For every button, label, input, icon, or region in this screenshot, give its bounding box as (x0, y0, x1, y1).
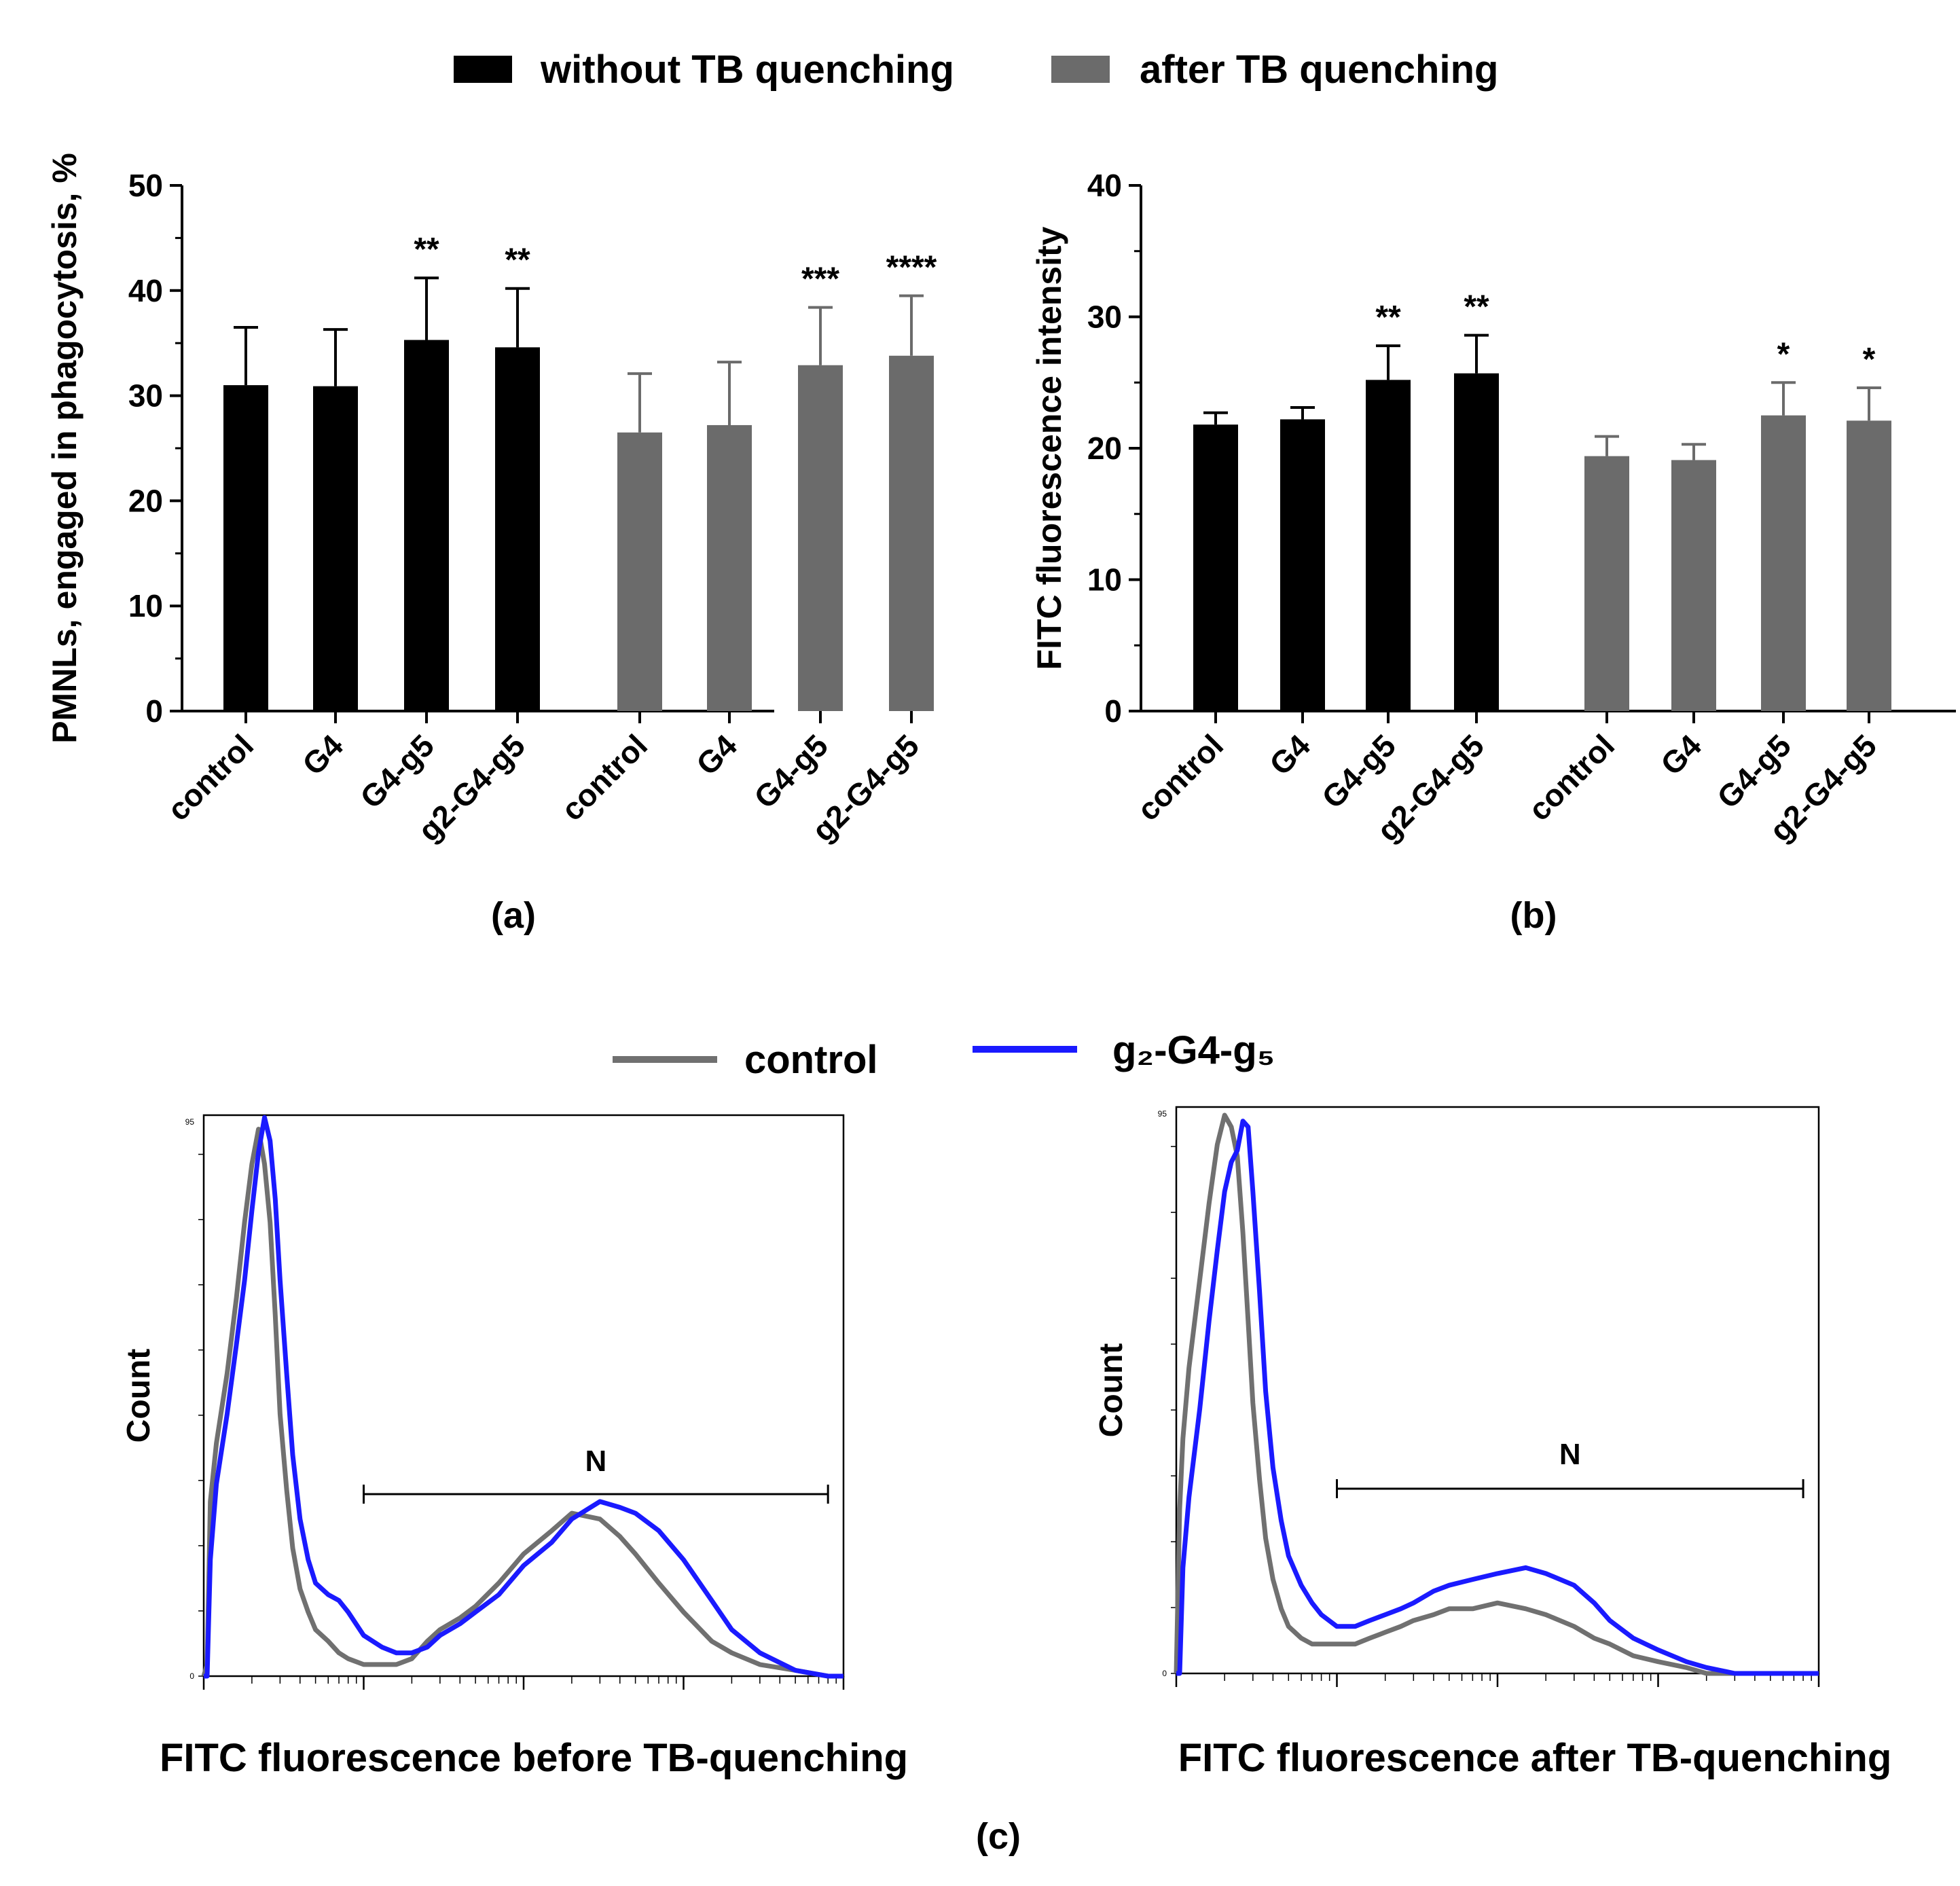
histogram-line (1176, 1119, 1819, 1676)
y-tick-label: 0 (145, 693, 163, 729)
bar-chart-b: 0 10 20 30 40 FITC fluorescence intensity cont… (1030, 168, 1956, 848)
x-tick-label: control (160, 727, 260, 827)
plot-frame (1175, 1106, 1820, 1675)
significance-marker: * (1777, 336, 1790, 372)
bar (1454, 373, 1499, 711)
x-axis-title: FITC fluorescence after TB-quenching (1178, 1736, 1892, 1780)
bar (1366, 380, 1411, 711)
legend-swatch-after-tb (1051, 56, 1110, 83)
legend-label-after-tb: after TB quenching (1140, 48, 1498, 92)
panel-label-c: (c) (976, 1816, 1021, 1857)
significance-marker: ** (414, 232, 439, 268)
y-tick-label: 10 (1087, 562, 1122, 598)
y-tick-label: 20 (1087, 431, 1122, 466)
x-tick-label: G4-g5 (747, 727, 835, 815)
y-axis-title: Count (121, 1349, 157, 1443)
panel-label-b: (b) (1510, 895, 1557, 936)
significance-marker: ** (1375, 300, 1401, 336)
x-tick-label: G4-g5 (353, 727, 441, 815)
y-tick-label: 0 (1162, 1669, 1167, 1678)
histogram-line (1174, 1112, 1819, 1676)
panel-label-a: (a) (491, 895, 536, 936)
x-tick-label: G4 (689, 727, 744, 782)
bar (798, 365, 843, 711)
bar (1671, 460, 1716, 711)
bar (223, 385, 268, 711)
histogram-before-tb: 95 0 N Count FITC fluorescence before TB-que… (121, 1114, 908, 1780)
x-tick-label: G4 (1654, 727, 1708, 782)
y-tick-label: 30 (128, 378, 163, 414)
x-tick-label: G4 (295, 727, 350, 782)
y-tick-label: 50 (128, 168, 163, 203)
bar (313, 386, 358, 711)
y-tick-label: 30 (1087, 300, 1122, 335)
histogram-line (201, 1127, 843, 1679)
significance-marker: ** (1464, 289, 1489, 325)
y-tick-label: 95 (185, 1117, 195, 1127)
bar (1847, 420, 1891, 711)
gate-label: N (585, 1445, 606, 1478)
legend-bottom: control g₂-G4-g₅ (613, 1028, 1275, 1082)
y-tick-label: 20 (128, 483, 163, 518)
y-tick-label: 0 (1104, 693, 1122, 729)
histogram-after-tb: 95 0 N Count FITC fluorescence after TB-quen… (1093, 1106, 1892, 1780)
significance-marker: *** (801, 261, 839, 297)
y-tick-label: 40 (128, 273, 163, 308)
bar (1280, 419, 1325, 711)
y-axis-title: Count (1093, 1343, 1129, 1438)
legend-top: without TB quenching after TB quenching (454, 48, 1498, 92)
bar (495, 347, 540, 712)
y-axis-title: FITC fluorescence intensity (1030, 226, 1068, 670)
bar (404, 340, 449, 711)
y-tick-label: 95 (1158, 1109, 1167, 1119)
legend-label-g2-g4-g5: g₂-G4-g₅ (1112, 1028, 1275, 1072)
bar (617, 432, 662, 711)
significance-marker: **** (886, 250, 937, 286)
x-axis-title: FITC fluorescence before TB-quenching (160, 1736, 908, 1780)
x-tick-label: G4 (1263, 727, 1317, 782)
y-tick-label: 0 (189, 1671, 194, 1681)
bar (889, 355, 934, 711)
x-tick-label: G4-g5 (1315, 727, 1402, 815)
legend-label-control: control (744, 1038, 878, 1082)
legend-label-without-tb: without TB quenching (540, 48, 954, 92)
y-axis-title: PMNLs, engaged in phagocytosis, % (46, 153, 84, 744)
legend-swatch-without-tb (454, 56, 512, 83)
x-tick-label: control (554, 727, 654, 827)
bar (1584, 456, 1629, 711)
x-tick-label: control (1521, 727, 1621, 827)
significance-marker: ** (505, 242, 530, 278)
bar (707, 424, 752, 711)
bar-chart-a: 0 10 20 30 40 50 PMNLs, engaged in phagocytosi… (46, 153, 937, 848)
significance-marker: * (1863, 342, 1876, 378)
x-tick-label: control (1130, 727, 1230, 827)
bar (1193, 424, 1238, 711)
histogram-line (204, 1114, 843, 1679)
y-tick-label: 40 (1087, 168, 1122, 203)
y-tick-label: 10 (128, 588, 163, 623)
gate-label: N (1559, 1438, 1581, 1471)
bar (1761, 415, 1806, 711)
